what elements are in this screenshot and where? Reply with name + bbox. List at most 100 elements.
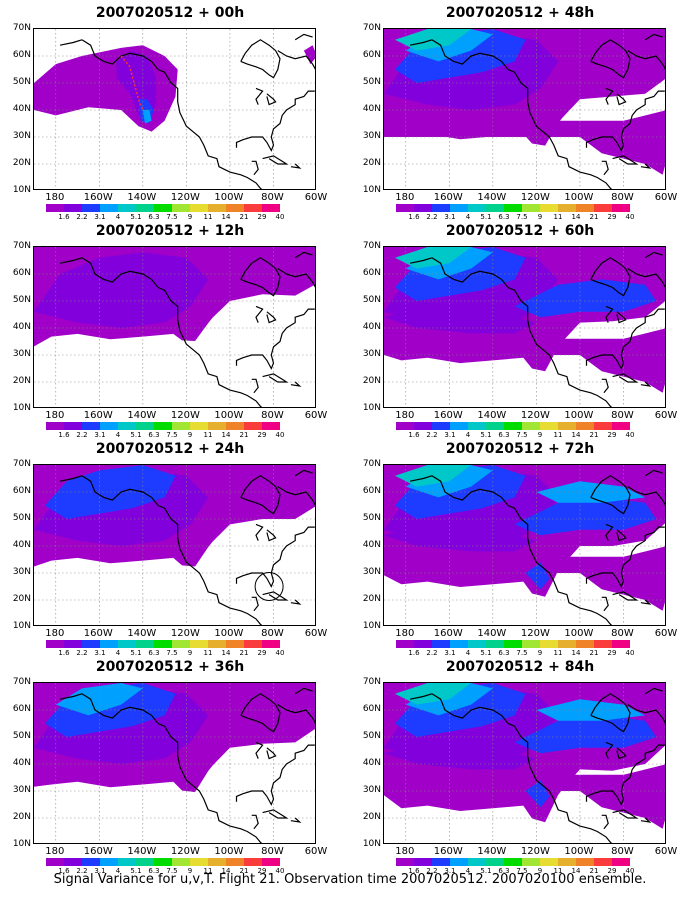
colorbar-label: 2.2 (426, 213, 438, 221)
coastline (409, 257, 433, 264)
colorbar-swatch (82, 422, 100, 430)
colorbar-swatch (612, 640, 630, 648)
colorbar (46, 422, 280, 430)
lon-tick-label: 120W (520, 410, 550, 421)
lat-tick-label: 30N (12, 131, 31, 141)
lat-tick-label: 60N (362, 486, 381, 496)
lon-tick-label: 60W (654, 410, 678, 421)
lon-tick-label: 120W (170, 628, 200, 639)
variance-contour (384, 546, 665, 611)
lat-tick-label: 10N (12, 403, 31, 413)
colorbar (46, 640, 280, 648)
lat-tick-label: 50N (362, 731, 381, 741)
colorbar-swatch (468, 422, 486, 430)
coastline (81, 693, 263, 843)
coastline (601, 814, 609, 830)
panel-title: 2007020512 + 60h (445, 223, 595, 239)
colorbar-label: 4 (465, 213, 471, 221)
colorbar-label: 2.2 (426, 431, 438, 439)
coastline (640, 817, 652, 823)
colorbar-swatch (118, 204, 136, 212)
colorbar-swatch (100, 858, 118, 866)
colorbar-swatch (558, 422, 576, 430)
colorbar-swatch (46, 640, 64, 648)
colorbar-swatch (432, 858, 450, 866)
colorbar-swatch (118, 422, 136, 430)
colorbar-swatch (504, 858, 522, 866)
colorbar-swatch (64, 204, 82, 212)
colorbar-label: 29 (607, 649, 617, 657)
colorbar-label: 1.6 (408, 213, 420, 221)
lat-tick-label: 10N (12, 185, 31, 195)
map-panel: 2007020512 + 36h 70N 60N 50N 40N 30N 20N 10N 180… (0, 658, 340, 875)
coastline (262, 591, 289, 601)
colorbar-swatch (468, 640, 486, 648)
colorbar-label: 9 (187, 213, 193, 221)
lat-tick-label: 50N (12, 731, 31, 741)
colorbar-label: 29 (257, 431, 267, 439)
colorbar-swatch (612, 858, 630, 866)
coastline (290, 163, 302, 169)
colorbar-swatch (190, 858, 208, 866)
colorbar-swatch (226, 204, 244, 212)
lon-tick-label: 60W (304, 628, 328, 639)
colorbar-swatch (414, 422, 432, 430)
map-panel: 2007020512 + 48h 70N 60N 50N 40N 30N 20N 10N 180… (350, 4, 690, 221)
lat-tick-label: 40N (12, 758, 31, 768)
variance-contour (34, 252, 209, 328)
coastline (294, 33, 313, 41)
coastline (612, 373, 639, 383)
colorbar-swatch (522, 640, 540, 648)
colorbar-labels: 1.6 2.2 3.1 4 5.1 6.3 7.5 9 11 14 21 29 40 (408, 431, 648, 439)
variance-map (34, 683, 315, 843)
lat-tick-label: 10N (12, 839, 31, 849)
colorbar-swatch (414, 640, 432, 648)
coastline (294, 469, 313, 477)
colorbar-label: 7.5 (166, 431, 178, 439)
coastline (616, 93, 627, 106)
colorbar-label: 11 (553, 213, 563, 221)
lat-tick-label: 70N (12, 23, 31, 33)
lon-tick-label: 80W (261, 846, 284, 857)
colorbar-label: 7.5 (166, 213, 178, 221)
colorbar-label: 3.1 (444, 213, 456, 221)
coastline (277, 486, 315, 506)
colorbar-swatch (208, 858, 226, 866)
colorbar-label: 11 (203, 431, 213, 439)
variance-map (384, 247, 665, 407)
lon-tick-label: 140W (477, 410, 507, 421)
colorbar-label: 6.3 (148, 431, 160, 439)
colorbar-label: 40 (275, 649, 285, 657)
lon-tick-label: 80W (611, 410, 634, 421)
coastline (255, 523, 264, 541)
coastline (605, 87, 614, 105)
coastline (605, 305, 614, 323)
lon-tick-label: 160W (433, 192, 463, 203)
lon-tick-label: 60W (304, 846, 328, 857)
colorbar-label: 29 (607, 213, 617, 221)
colorbar-label: 40 (275, 867, 285, 875)
colorbar-swatch (576, 640, 594, 648)
colorbar-label: 29 (257, 213, 267, 221)
coastline (59, 475, 83, 482)
lat-tick-label: 70N (362, 241, 381, 251)
coastline (601, 160, 609, 176)
lon-tick-label: 180 (45, 846, 65, 857)
coastline (644, 251, 663, 259)
colorbar-label: 3.1 (444, 649, 456, 657)
lon-tick-label: 80W (261, 192, 284, 203)
map-frame (383, 28, 666, 190)
colorbar-label: 6.3 (498, 431, 510, 439)
colorbar-label: 5.1 (480, 213, 492, 221)
colorbar-label: 21 (589, 431, 599, 439)
map-panel: 2007020512 + 72h 70N 60N 50N 40N 30N 20N 10N 180… (350, 440, 690, 657)
lon-tick-label: 60W (304, 192, 328, 203)
lat-tick-label: 50N (12, 77, 31, 87)
panel-title: 2007020512 + 12h (95, 223, 245, 239)
coastline (240, 693, 281, 733)
lat-tick-label: 60N (12, 268, 31, 278)
colorbar-swatch (262, 858, 280, 866)
colorbar-label: 29 (607, 867, 617, 875)
panel-title: 2007020512 + 24h (95, 441, 245, 457)
colorbar-swatch (594, 422, 612, 430)
